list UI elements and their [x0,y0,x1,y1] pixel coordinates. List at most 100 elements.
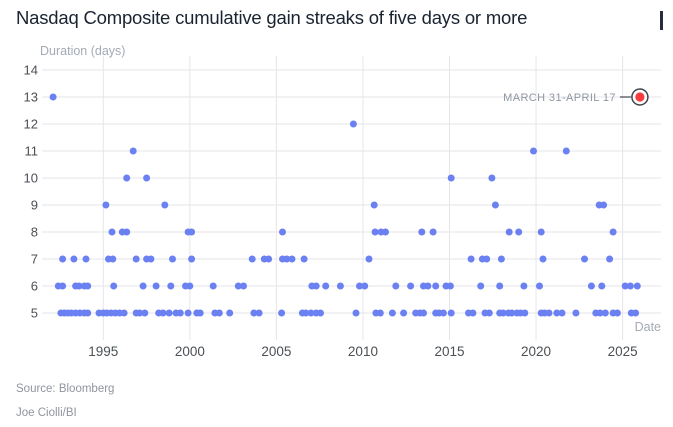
data-point [491,201,499,209]
y-tick-label: 13 [24,90,38,105]
data-point [581,255,588,263]
data-point [169,255,176,263]
annotation-label: MARCH 31-APRIL 17 [503,92,616,104]
data-point [432,282,440,290]
x-tick-label: 2000 [175,344,205,359]
data-point [539,255,547,263]
data-point [110,282,118,290]
annotation: MARCH 31-APRIL 17 [503,88,649,106]
data-point [424,282,432,290]
data-point [188,255,196,263]
data-point [196,309,204,317]
data-point [520,282,528,290]
data-point [467,255,475,263]
data-point [477,282,485,290]
data-point [400,309,408,317]
x-tick-label: 2025 [608,344,638,359]
y-tick-label: 11 [25,144,39,159]
data-point [265,255,273,263]
chart-canvas: Duration (days) Date 14 13 12 11 10 9 8 7 6 5 199… [24,44,662,359]
data-point [312,282,320,290]
data-point [505,228,513,236]
data-point [336,282,344,290]
data-point [139,282,147,290]
data-point [376,309,384,317]
data-point [621,282,629,290]
byline: Joe Ciolli/BI [16,407,77,419]
data-point [371,228,379,236]
data-point [279,228,286,236]
data-point [485,309,493,317]
data-point [129,147,137,155]
data-point [161,201,169,209]
data-point [553,309,561,317]
data-point [300,255,308,263]
data-point [82,255,90,263]
data-point [84,309,92,317]
x-tick-label: 2005 [261,344,291,359]
data-point [165,309,173,317]
x-tick-label: 2010 [348,344,378,359]
data-point [497,255,505,263]
x-axis-title: Date [635,320,661,334]
data-point [136,309,144,317]
data-point [388,309,396,317]
data-point [234,282,242,290]
y-tick-label: 9 [31,198,38,213]
data-point [188,228,196,236]
data-point [447,309,455,317]
data-point [446,282,454,290]
data-point [515,228,523,236]
data-point [521,309,529,317]
data-point [632,309,640,317]
data-point [600,201,608,209]
data-point [545,309,553,317]
y-tick-label: 5 [31,306,38,321]
data-point [141,309,149,317]
data-point [598,282,606,290]
data-point [606,255,614,263]
data-point [596,309,604,317]
x-tick-label: 2015 [434,344,464,359]
data-point [365,255,373,263]
y-tick-label: 14 [24,63,38,78]
data-point [302,309,310,317]
data-point [382,228,389,236]
data-point [132,255,140,263]
data-point [488,174,496,182]
data-point [255,309,263,317]
data-point [176,309,184,317]
data-point [108,228,116,236]
data-point [278,309,286,317]
y-tick-label: 7 [31,252,38,267]
data-point [120,309,128,317]
data-point [370,201,378,209]
data-point [75,282,83,290]
data-point [159,309,167,317]
data-point [84,282,92,290]
data-point [392,282,400,290]
x-tick-label: 1995 [88,344,118,359]
data-point [123,174,131,182]
data-points [49,93,641,317]
data-point [248,255,256,263]
brand-bar-icon [660,11,663,30]
data-point [317,309,324,317]
data-point [626,282,634,290]
data-point [240,282,247,290]
data-point [469,309,477,317]
source-note: Source: Bloomberg [16,383,115,395]
data-point [536,282,543,290]
highlight-point [635,92,645,102]
chart-title: Nasdaq Composite cumulative gain streaks… [16,7,528,28]
data-point [186,282,194,290]
data-point [609,228,617,236]
data-point [307,309,315,317]
data-point [59,255,67,263]
data-point [356,282,363,290]
data-point [499,309,507,317]
data-point [102,201,110,209]
data-point [633,282,641,290]
data-point [361,282,369,290]
